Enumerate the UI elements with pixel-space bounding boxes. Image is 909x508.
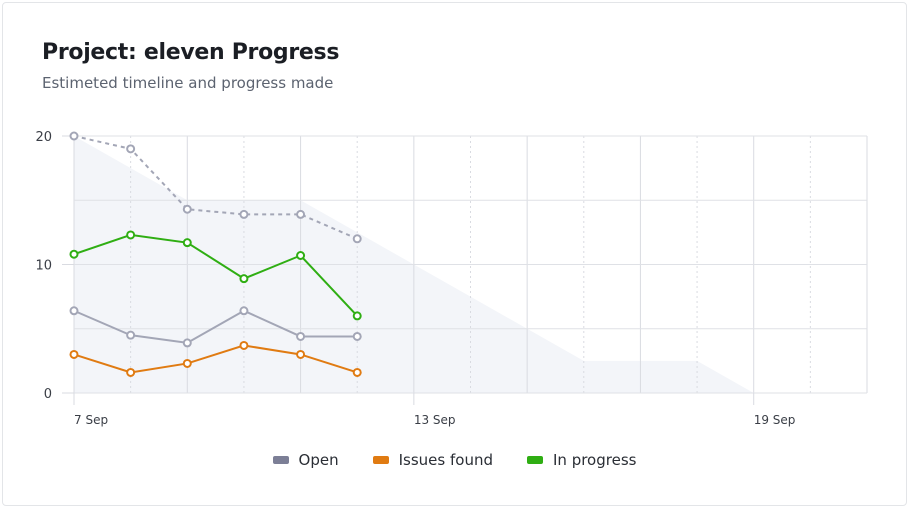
in-progress-point	[182, 238, 192, 248]
open-point	[239, 306, 249, 316]
open-point	[352, 331, 362, 341]
legend-item-open[interactable]: Open	[272, 451, 339, 469]
open-point	[69, 306, 79, 316]
in-progress-point	[69, 249, 79, 259]
open-point	[126, 330, 136, 340]
x-tick-label: 7 Sep	[74, 413, 108, 427]
x-tick-label: 13 Sep	[414, 413, 456, 427]
in-progress-point	[239, 274, 249, 284]
legend-label: Issues found	[398, 451, 493, 469]
legend-item-issues-found[interactable]: Issues found	[372, 451, 493, 469]
issues-found-point	[239, 340, 249, 350]
legend: Open Issues found In progress	[0, 451, 909, 469]
y-tick-label: 20	[35, 130, 52, 145]
in-progress-line	[73, 233, 358, 317]
estimate-point	[126, 144, 136, 154]
open-point	[182, 338, 192, 348]
issues-found-line	[73, 344, 358, 374]
estimate-point	[296, 209, 306, 219]
issues-found-point	[296, 349, 306, 359]
issues-found-point	[352, 367, 362, 377]
estimate-point	[352, 234, 362, 244]
y-tick-label: 10	[35, 259, 52, 274]
in-progress-point	[352, 311, 362, 321]
open-line	[73, 309, 358, 344]
legend-label: In progress	[553, 451, 637, 469]
estimate-point	[182, 204, 192, 214]
legend-item-in-progress[interactable]: In progress	[527, 451, 636, 469]
open-point	[296, 331, 306, 341]
legend-swatch	[372, 456, 389, 464]
in-progress-point	[296, 251, 306, 261]
estimate-point	[239, 209, 249, 219]
y-tick-label: 0	[44, 387, 52, 402]
in-progress-point	[126, 230, 136, 240]
chart-subtitle: Estimeted timeline and progress made	[42, 74, 334, 92]
estimate-line	[73, 135, 358, 240]
estimate-point	[69, 131, 79, 141]
legend-swatch	[272, 456, 289, 464]
legend-swatch	[527, 456, 543, 464]
issues-found-point	[69, 349, 79, 359]
chart-title: Project: eleven Progress	[42, 40, 340, 65]
x-tick-label: 19 Sep	[754, 413, 796, 427]
issues-found-point	[126, 367, 136, 377]
issues-found-point	[182, 358, 192, 368]
legend-label: Open	[298, 451, 339, 469]
